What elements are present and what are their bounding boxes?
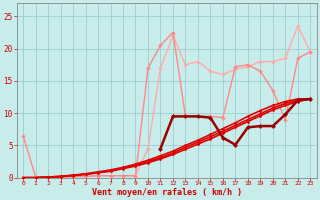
X-axis label: Vent moyen/en rafales ( km/h ): Vent moyen/en rafales ( km/h ) — [92, 188, 242, 197]
